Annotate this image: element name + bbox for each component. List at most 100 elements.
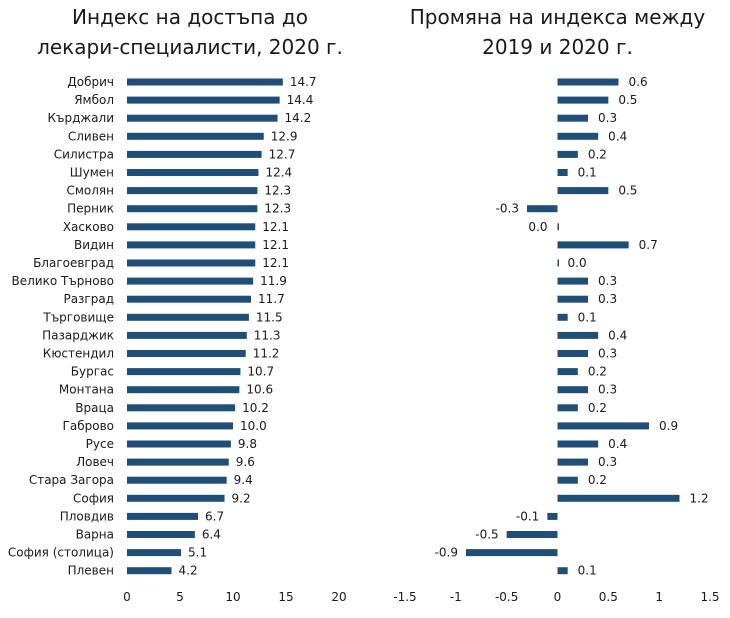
data-label: 10.0: [240, 419, 267, 433]
x-tick-label: 10: [225, 590, 240, 604]
data-label: 4.2: [179, 564, 198, 578]
bar: [557, 331, 599, 339]
bar: [127, 169, 259, 176]
data-label: 0.3: [598, 347, 617, 361]
category-label: Стара Загора: [29, 473, 114, 487]
bar: [557, 78, 619, 86]
bar: [557, 295, 588, 303]
category-label: Добрич: [67, 75, 114, 89]
bar: [557, 567, 568, 575]
category-label: Плевен: [68, 564, 114, 578]
data-label: 6.7: [205, 509, 224, 523]
bar: [557, 476, 578, 484]
data-label: 0.6: [629, 75, 648, 89]
data-label: 5.1: [188, 546, 207, 560]
bar: [127, 295, 252, 303]
x-tick-label: 5: [176, 590, 184, 604]
category-label: Видин: [74, 238, 114, 252]
bar: [127, 368, 241, 376]
data-label: 12.9: [271, 129, 298, 143]
bar: [557, 350, 588, 357]
data-label: 9.8: [238, 437, 257, 451]
category-label: София: [73, 491, 114, 505]
bar: [127, 205, 258, 213]
data-label: 0.2: [588, 473, 607, 487]
data-label: -0.9: [435, 546, 458, 560]
data-label: -0.3: [496, 202, 519, 216]
data-label: 0.2: [588, 365, 607, 379]
category-label: Хасково: [63, 220, 114, 234]
data-label: 14.7: [290, 75, 317, 89]
left-chart-title-line-2: лекари-специалисти, 2020 г.: [37, 35, 343, 59]
data-label: 0.2: [588, 401, 607, 415]
data-label: 0.4: [608, 129, 627, 143]
left-chart-title-line-1: Индекс на достъпа до: [72, 5, 308, 29]
data-label: 14.2: [285, 111, 312, 125]
bar: [127, 150, 262, 158]
bar: [127, 531, 195, 538]
x-tick-label: 0: [554, 590, 562, 604]
bar: [557, 241, 629, 249]
bar: [127, 313, 249, 321]
bar: [127, 494, 225, 502]
data-label: 12.3: [264, 202, 291, 216]
bar: [127, 567, 172, 575]
bar: [127, 549, 182, 557]
category-label: Шумен: [70, 166, 114, 180]
bar: [127, 223, 256, 231]
category-label: Враца: [75, 401, 114, 415]
x-tick-label: 1: [655, 590, 663, 604]
data-label: 0.7: [639, 238, 658, 252]
category-label: Силистра: [54, 147, 114, 161]
data-label: 10.2: [242, 401, 269, 415]
bar: [127, 187, 258, 195]
data-label: 0.4: [608, 437, 627, 451]
data-label: 0.3: [598, 455, 617, 469]
bar: [557, 494, 680, 502]
bar: [557, 150, 578, 158]
bar: [127, 440, 231, 448]
right-chart-title-line-2: 2019 и 2020 г.: [482, 35, 633, 59]
bar: [127, 331, 247, 339]
data-label: 0.1: [578, 166, 597, 180]
data-label: 0.5: [618, 93, 637, 107]
bar: [557, 422, 649, 430]
data-label: 0.9: [659, 419, 678, 433]
category-label: Смолян: [66, 184, 114, 198]
data-label: 6.4: [202, 528, 221, 542]
bar: [127, 386, 240, 394]
left-bar-chart: Добрич 14.7 Ямбол 14.4 Кърджали 14.2 Сливен 12.…: [8, 75, 347, 604]
category-label: София (столица): [8, 546, 114, 560]
x-tick-label: 15: [278, 590, 293, 604]
bar: [127, 241, 256, 249]
category-label: Варна: [76, 528, 114, 542]
data-label: 11.7: [258, 292, 285, 306]
data-label: 14.4: [287, 93, 314, 107]
bar: [557, 277, 588, 285]
bar: [557, 259, 559, 267]
category-label: Монтана: [59, 383, 114, 397]
data-label: 10.6: [246, 383, 273, 397]
category-label: Кюстендил: [43, 347, 114, 361]
bar: [127, 96, 280, 104]
left-chart-title: Индекс на достъпа до лекари-специалисти,…: [20, 2, 360, 62]
bar: [127, 422, 233, 430]
bar: [557, 132, 599, 140]
bar: [127, 259, 256, 267]
data-label: 12.4: [265, 166, 292, 180]
data-label: 0.0: [568, 256, 587, 270]
data-label: 0.4: [608, 328, 627, 342]
data-label: 12.1: [262, 220, 289, 234]
bar: [557, 404, 578, 412]
data-label: 0.5: [618, 184, 637, 198]
bar: [127, 114, 278, 122]
category-label: Кърджали: [47, 111, 114, 125]
category-label: Пловдив: [60, 509, 114, 523]
bar: [466, 549, 558, 557]
x-tick-label: 20: [331, 590, 346, 604]
bar: [527, 205, 558, 213]
bar: [127, 350, 246, 357]
data-label: 11.9: [260, 274, 287, 288]
bar: [557, 386, 588, 394]
